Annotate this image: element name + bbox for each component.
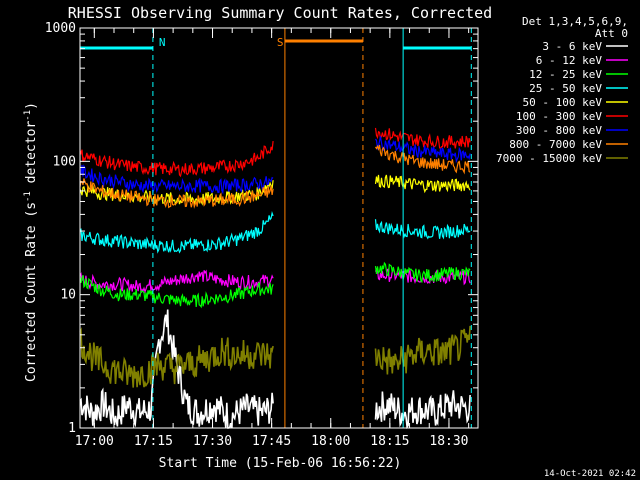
legend-entry-label: 12 - 25 keV <box>529 68 602 81</box>
legend-entry-label: 50 - 100 keV <box>523 96 603 109</box>
series-line-segment <box>374 174 471 194</box>
legend-entry-label: 25 - 50 keV <box>529 82 602 95</box>
series-line-segment <box>79 141 274 178</box>
y-axis-label-sup2: -1 <box>23 110 33 121</box>
y-axis-label-mid: detector <box>24 121 39 192</box>
series-line-segment <box>374 219 471 240</box>
y-axis-label-main: Corrected Count Rate (s <box>24 202 39 382</box>
series-line-segment <box>374 127 471 150</box>
y-tick-label: 1 <box>68 421 76 436</box>
series-line-segment <box>79 178 274 209</box>
flag-label: S <box>277 36 284 49</box>
series-line-segment <box>79 275 274 309</box>
chart-title: RHESSI Observing Summary Count Rates, Co… <box>68 4 492 22</box>
series-300-800-kev <box>79 136 471 195</box>
series-7000-15000-kev <box>79 325 471 388</box>
legend-entry-label: 800 - 7000 keV <box>509 138 602 151</box>
series-line-segment <box>375 136 471 164</box>
axis-layer: 1 10 100 1000 17:00 17:15 17:30 17:45 18:00 18:15… <box>45 21 479 449</box>
y-tick-label: 10 <box>60 288 76 303</box>
series-line-segment <box>374 325 471 375</box>
plot-frame <box>79 27 479 429</box>
legend-entry-label: 7000 - 15000 keV <box>496 152 602 165</box>
x-tick-label: 17:30 <box>193 434 232 449</box>
legend-title: Det 1,3,4,5,6,9, <box>522 15 628 28</box>
legend-entry-label: 100 - 300 keV <box>516 110 602 123</box>
x-tick-label: 17:45 <box>252 434 291 449</box>
series-line-segment <box>79 211 274 254</box>
y-axis-label: Corrected Count Rate (s-1 detector-1) <box>23 102 39 382</box>
series-line-segment <box>374 261 471 284</box>
y-axis-label-end: ) <box>24 102 39 110</box>
legend-entry-label: 300 - 800 keV <box>516 124 602 137</box>
series-12-25-kev <box>79 261 471 309</box>
series-line-segment <box>79 180 274 206</box>
timestamp: 14-Oct-2021 02:42 <box>544 469 636 479</box>
series-50-100-kev <box>79 174 471 206</box>
series-line-segment <box>79 327 274 388</box>
series-25-50-kev <box>79 211 471 254</box>
y-axis-label-sup1: -1 <box>23 191 33 202</box>
series-line-segment <box>374 390 471 430</box>
x-tick-label: 17:15 <box>134 434 173 449</box>
y-tick-label: 100 <box>53 154 76 169</box>
legend-entry-label: 3 - 6 keV <box>542 40 602 53</box>
x-tick-label: 17:00 <box>75 434 114 449</box>
x-axis-label: Start Time (15-Feb-06 16:56:22) <box>159 456 402 471</box>
x-tick-label: 18:30 <box>429 434 468 449</box>
legend-title: Att 0 <box>595 27 628 40</box>
x-tick-label: 18:15 <box>370 434 409 449</box>
series-800-7000-kev <box>79 144 471 209</box>
series-line-segment <box>79 269 274 294</box>
series-line-segment <box>79 164 274 195</box>
series-100-300-kev <box>79 127 471 178</box>
series-line-segment <box>374 144 471 175</box>
legend-entry-label: 6 - 12 keV <box>536 54 603 67</box>
flag-label: N <box>159 36 166 49</box>
y-tick-label: 1000 <box>45 21 76 36</box>
x-tick-label: 18:00 <box>311 434 350 449</box>
